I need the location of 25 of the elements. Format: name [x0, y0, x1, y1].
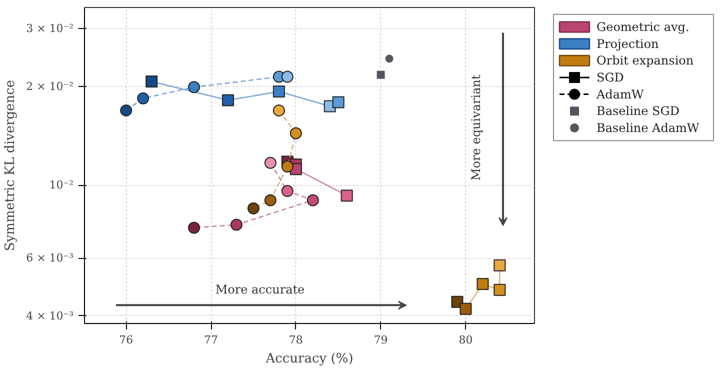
point [376, 70, 385, 79]
legend-label: SGD [596, 70, 624, 84]
point [306, 194, 319, 206]
point [264, 156, 276, 169]
x-tick-label: 78 [288, 334, 303, 346]
x-axis-title: Accuracy (%) [264, 352, 354, 366]
legend-label: Geometric avg. [596, 20, 690, 34]
y-tick-label: 6 × 10⁻³ [26, 252, 74, 265]
x-tick-label: 76 [119, 334, 134, 346]
legend-label: AdamW [596, 87, 644, 102]
legend-label: Projection [596, 36, 659, 51]
annotation: More equivariant [468, 74, 483, 180]
annotation: More accurate [215, 282, 305, 297]
y-tick-label: 3 × 10⁻² [26, 22, 74, 36]
y-tick-label: 2 × 10⁻² [26, 80, 74, 93]
y-tick-label: 4 × 10⁻³ [26, 309, 74, 322]
y-axis-title: Symmetric KL divergence [3, 80, 18, 252]
x-tick-label: 79 [374, 334, 388, 346]
x-tick-label: 77 [204, 334, 218, 346]
point [385, 54, 394, 63]
x-tick-label: 80 [458, 334, 473, 346]
legend-label: Baseline SGD [596, 104, 680, 118]
legend-label: Orbit expansion [596, 54, 694, 68]
y-tick-label: 10⁻² [49, 178, 74, 192]
legend-label: Baseline AdamW [596, 120, 700, 135]
